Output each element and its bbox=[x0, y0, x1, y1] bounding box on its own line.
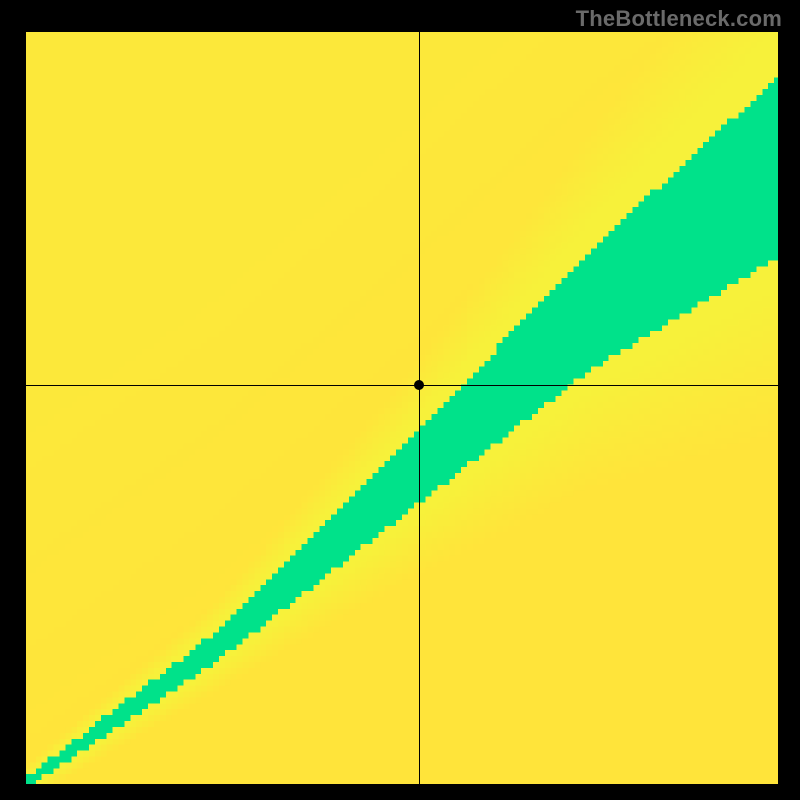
crosshair-marker-dot bbox=[414, 380, 424, 390]
chart-container: TheBottleneck.com bbox=[0, 0, 800, 800]
heatmap-plot bbox=[24, 30, 780, 786]
watermark-text: TheBottleneck.com bbox=[576, 6, 782, 32]
crosshair-horizontal bbox=[24, 385, 780, 386]
crosshair-vertical bbox=[419, 30, 420, 786]
heatmap-canvas bbox=[24, 30, 780, 786]
